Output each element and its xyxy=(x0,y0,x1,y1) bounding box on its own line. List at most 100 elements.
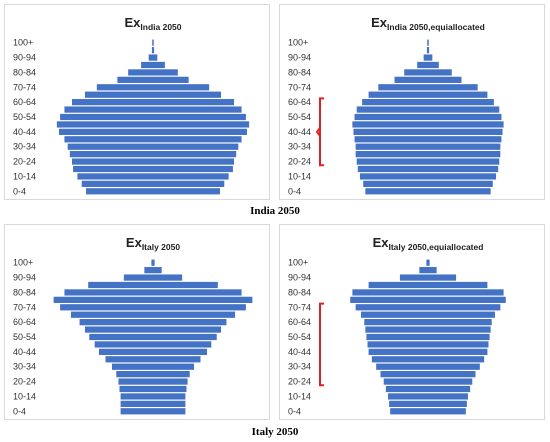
chart-panel-india-equiallocated: ExIndia 2050,equiallocated 0-4 10-14 20-24 3… xyxy=(279,4,545,200)
pyramid-svg-india: ExIndia 2050 0-4 10-14 20-24 30-34 40-44 50-54… xyxy=(13,15,250,196)
highlight-bracket-notch xyxy=(315,127,321,137)
age-tick-label: 30-34 xyxy=(288,362,311,372)
pyramid-svg-italy: ExItaly 2050 0-4 10-14 20-24 30-34 40-44 50-54… xyxy=(13,235,253,416)
age-tick-label: 60-64 xyxy=(288,317,311,327)
pyramid-bar-100+ xyxy=(426,259,430,266)
age-tick-label: 10-14 xyxy=(288,171,311,181)
pyramid-bar-80-84 xyxy=(352,289,504,296)
pyramid-bar-5-9 xyxy=(363,180,493,187)
pyramid-bar-40-44 xyxy=(353,128,503,135)
pyramid-bar-40-44 xyxy=(99,348,207,355)
pyramid-bar-75-79 xyxy=(394,76,462,83)
age-tick-label: 20-24 xyxy=(13,377,36,387)
age-tick-label: 30-34 xyxy=(288,142,311,152)
pyramid-bar-25-29 xyxy=(116,371,190,378)
chart-panel-india: ExIndia 2050 0-4 10-14 20-24 30-34 40-44 50-54… xyxy=(4,4,270,200)
age-tick-label: 0-4 xyxy=(288,406,301,416)
pyramid-bar-5-9 xyxy=(120,400,186,407)
age-tick-label: 60-64 xyxy=(13,317,36,327)
pyramid-bar-75-79 xyxy=(117,76,189,83)
chart-panel-italy: ExItaly 2050 0-4 10-14 20-24 30-34 40-44 50-54… xyxy=(4,224,270,420)
pyramid-bar-55-59 xyxy=(84,326,222,333)
age-tick-label: 80-84 xyxy=(288,67,311,77)
pyramid-bar-15-19 xyxy=(119,385,187,393)
pyramid-bar-70-74 xyxy=(96,84,210,91)
pyramid-bar-15-19 xyxy=(73,165,233,173)
pyramid-bar-90-94 xyxy=(423,54,433,61)
pyramid-bar-90-94 xyxy=(123,274,183,281)
age-tick-label: 70-74 xyxy=(288,82,311,92)
chart-title: ExItaly 2050,equiallocated xyxy=(373,235,484,252)
pyramid-bar-0-4 xyxy=(120,408,186,415)
pyramid-bar-65-69 xyxy=(368,91,488,98)
age-tick-label: 70-74 xyxy=(13,82,36,92)
pyramid-bar-60-64 xyxy=(79,319,227,326)
pyramid-bar-55-59 xyxy=(356,106,500,113)
age-tick-label: 70-74 xyxy=(288,302,311,312)
pyramid-bar-35-39 xyxy=(371,356,485,363)
pyramid-bar-40-44 xyxy=(368,348,488,355)
age-tick-label: 50-54 xyxy=(13,112,36,122)
age-tick-label: 10-14 xyxy=(13,391,36,401)
pyramid-bar-45-49 xyxy=(56,121,250,128)
age-tick-label: 90-94 xyxy=(13,273,36,283)
pyramid-bar-15-19 xyxy=(385,385,471,393)
age-tick-label: 90-94 xyxy=(288,273,311,283)
pyramid-bar-100+ xyxy=(151,259,155,266)
pyramid-bar-10-14 xyxy=(77,173,229,180)
pyramid-svg-italy-equiallocated: ExItaly 2050,equiallocated 0-4 10-14 20-24 3… xyxy=(288,235,506,416)
pyramid-bar-0-4 xyxy=(365,188,491,195)
pyramid-bar-80-84 xyxy=(128,69,178,76)
age-tick-label: 70-74 xyxy=(13,302,36,312)
chart-title: ExIndia 2050,equiallocated xyxy=(371,15,485,32)
age-tick-label: 80-84 xyxy=(288,287,311,297)
age-tick-label: 50-54 xyxy=(288,112,311,122)
age-tick-label: 40-44 xyxy=(13,347,36,357)
chart-panel-italy-equiallocated: ExItaly 2050,equiallocated 0-4 10-14 20-24 3… xyxy=(279,224,545,420)
age-tick-label: 60-64 xyxy=(288,97,311,107)
age-tick-label: 20-24 xyxy=(288,377,311,387)
pyramid-bar-75-79 xyxy=(53,296,253,303)
age-tick-label: 100+ xyxy=(13,258,33,268)
pyramid-bar-65-69 xyxy=(361,311,495,318)
pyramid-bar-20-24 xyxy=(383,378,473,385)
chart-title: ExItaly 2050 xyxy=(126,235,180,252)
pyramid-bar-25-29 xyxy=(355,151,501,158)
pyramid-bar-75-79 xyxy=(350,296,506,303)
pyramid-bar-10-14 xyxy=(120,393,186,400)
pyramid-bar-55-59 xyxy=(365,326,491,333)
highlight-bracket xyxy=(319,302,324,387)
age-tick-label: 10-14 xyxy=(288,391,311,401)
pyramid-bar-35-39 xyxy=(64,136,242,143)
pyramid-bar-25-29 xyxy=(380,371,476,378)
pyramid-bar-30-34 xyxy=(67,143,239,150)
pyramid-bar-0-4 xyxy=(390,408,466,415)
pyramid-bar-15-19 xyxy=(357,165,499,173)
age-tick-label: 40-44 xyxy=(288,127,311,137)
highlight-bracket xyxy=(319,97,324,167)
age-tick-label: 60-64 xyxy=(13,97,36,107)
pyramid-bar-60-64 xyxy=(362,99,494,106)
pyramid-bar-40-44 xyxy=(59,128,247,135)
age-tick-label: 0-4 xyxy=(13,186,26,196)
pyramid-bar-95-99 xyxy=(151,47,155,54)
pyramid-bar-45-49 xyxy=(367,341,489,348)
pyramid-bar-45-49 xyxy=(352,121,504,128)
pyramid-bar-5-9 xyxy=(81,180,225,187)
pyramid-bar-65-69 xyxy=(84,91,222,98)
age-tick-label: 100+ xyxy=(13,38,33,48)
age-tick-label: 80-84 xyxy=(13,67,36,77)
age-tick-label: 50-54 xyxy=(288,332,311,342)
pyramid-bar-30-34 xyxy=(376,363,480,370)
pyramid-bar-95-99 xyxy=(144,267,162,274)
pyramid-bar-45-49 xyxy=(94,341,212,348)
pyramid-bar-60-64 xyxy=(72,99,234,106)
age-tick-label: 80-84 xyxy=(13,287,36,297)
pyramid-bar-100+ xyxy=(152,39,154,46)
pyramid-bar-25-29 xyxy=(69,151,237,158)
age-tick-label: 40-44 xyxy=(13,127,36,137)
pyramid-bar-85-89 xyxy=(141,61,165,69)
pyramid-bar-90-94 xyxy=(399,274,457,281)
age-tick-label: 50-54 xyxy=(13,332,36,342)
pyramid-bar-50-54 xyxy=(60,113,246,121)
